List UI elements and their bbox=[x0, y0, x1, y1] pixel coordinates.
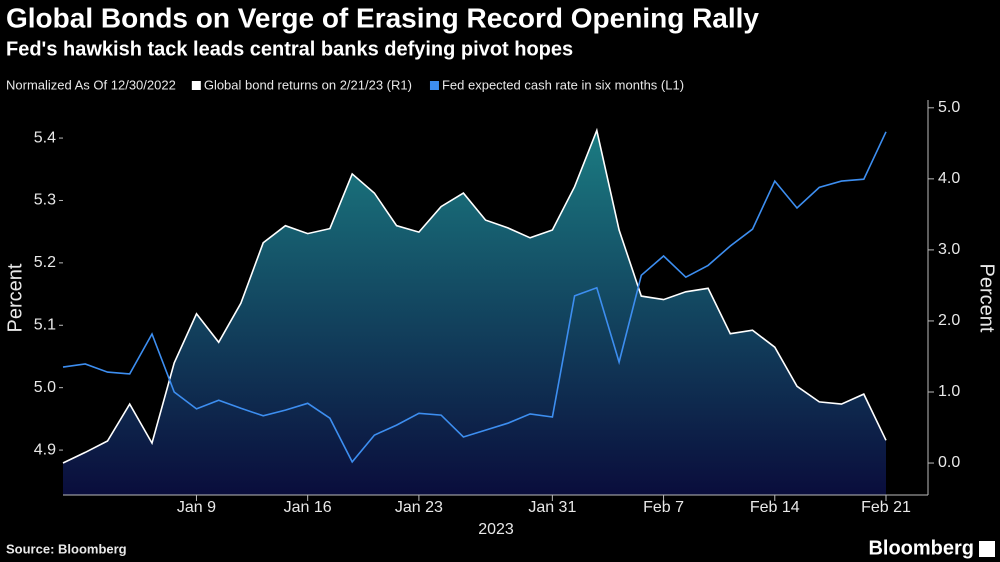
y2-tick-label: 3.0 bbox=[938, 241, 960, 258]
x-tick-label: Feb 14 bbox=[750, 499, 800, 516]
y-tick-label: 5.2 bbox=[34, 254, 56, 271]
legend-label: Global bond returns on 2/21/23 (R1) bbox=[204, 77, 412, 92]
x-tick-label: Feb 7 bbox=[643, 499, 684, 516]
line bbox=[62, 131, 887, 464]
line bbox=[62, 127, 887, 464]
chart-title: Global Bonds on Verge of Erasing Record … bbox=[6, 2, 759, 33]
y-axis-label: Percent bbox=[4, 263, 26, 332]
x-tick-label: Jan 23 bbox=[395, 499, 443, 516]
y-tick-label: 5.3 bbox=[34, 192, 56, 209]
x-tick-label: Jan 31 bbox=[528, 499, 576, 516]
y2-tick-label: 5.0 bbox=[938, 99, 960, 116]
y-tick-label: 4.9 bbox=[34, 441, 56, 458]
x-tick-label: Jan 16 bbox=[284, 499, 332, 516]
area bbox=[63, 130, 886, 495]
y-tick-label: 5.0 bbox=[34, 379, 56, 396]
x-tick-label: Jan 9 bbox=[177, 499, 216, 516]
x-axis-label: 2023 bbox=[478, 521, 514, 538]
chart-subtitle: Fed's hawkish tack leads central banks d… bbox=[6, 38, 573, 60]
brand: Bloomberg bbox=[868, 537, 974, 559]
y-tick-label: 5.4 bbox=[34, 129, 56, 146]
x-tick-label: Feb 21 bbox=[861, 499, 911, 516]
source: Source: Bloomberg bbox=[6, 541, 127, 556]
y2-tick-label: 4.0 bbox=[938, 170, 960, 187]
y2-tick-label: 0.0 bbox=[938, 454, 960, 471]
brand-icon bbox=[979, 541, 995, 557]
y2-axis-label: Percent bbox=[976, 264, 998, 333]
legend-swatch bbox=[191, 81, 201, 90]
y2-tick-label: 2.0 bbox=[938, 312, 960, 329]
y-tick-label: 5.1 bbox=[34, 316, 56, 333]
legend-swatch bbox=[429, 81, 439, 90]
note: Normalized As Of 12/30/2022 bbox=[6, 77, 176, 92]
legend-label: Fed expected cash rate in six months (L1… bbox=[442, 77, 684, 92]
y2-tick-label: 1.0 bbox=[938, 383, 960, 400]
